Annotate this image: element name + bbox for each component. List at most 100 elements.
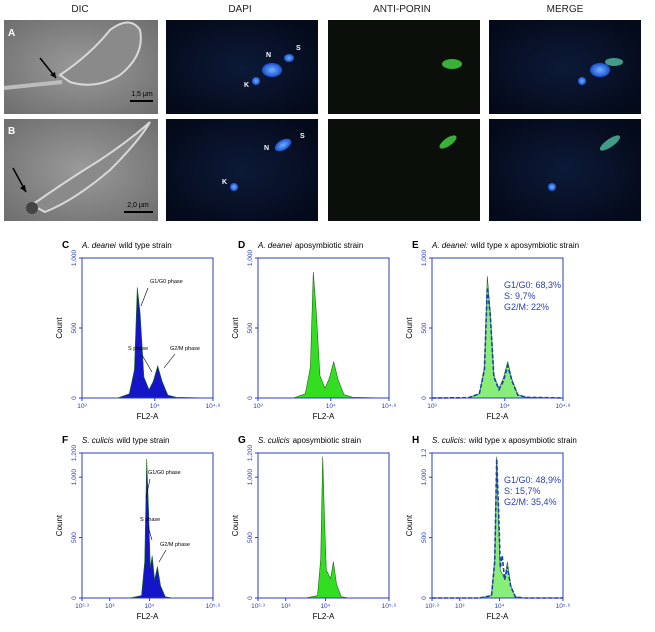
x-tick-label: 10²·³ xyxy=(75,603,90,610)
y-axis-label: Count xyxy=(231,514,240,536)
x-axis-label: FL2-A xyxy=(313,612,335,621)
chart-title: S. culicis aposymbiotic strain xyxy=(258,436,361,445)
kinetoplast xyxy=(252,77,260,85)
title-text: aposymbiotic strain xyxy=(293,436,361,445)
plot-frame xyxy=(81,257,214,399)
histogram xyxy=(81,287,214,399)
annotation: S phase xyxy=(140,517,160,523)
y-tick-label: 1,200 xyxy=(71,444,78,461)
annotation-arrow xyxy=(145,478,151,499)
plot-frame xyxy=(431,257,564,399)
title-text: wild type strain xyxy=(118,241,172,250)
porin-image xyxy=(328,119,480,221)
plot-frame xyxy=(257,452,390,599)
species: A. deanei xyxy=(81,241,116,250)
y-tick-label: 1,000 xyxy=(247,469,254,486)
dapi-image xyxy=(166,119,318,221)
panel-letter: H xyxy=(412,435,419,446)
x-axis-label: FL2-A xyxy=(137,412,159,421)
dapi-label: N xyxy=(266,52,271,59)
plot-frame xyxy=(431,452,564,599)
x-tick-label: 10²·³ xyxy=(251,603,266,610)
histogram xyxy=(82,458,213,599)
y-tick-label: 500 xyxy=(421,322,428,333)
title-text: aposymbiotic strain xyxy=(295,241,363,250)
x-tick-label: 10⁴ xyxy=(320,603,330,610)
annotation: G1/G0 phase xyxy=(148,470,181,476)
species: S. culicis xyxy=(258,436,290,445)
annotation: S phase xyxy=(128,346,148,352)
y-tick-label: 1,000 xyxy=(71,249,78,266)
x-axis-label: FL2-A xyxy=(487,412,509,421)
title-text: wild type x aposymbiotic strain xyxy=(468,436,577,445)
x-tick-label: 10⁴ xyxy=(144,603,154,610)
y-axis-label: Count xyxy=(405,317,414,339)
x-tick-label: 10⁴ xyxy=(494,603,504,610)
x-tick-label: 10⁴ xyxy=(150,403,160,410)
species: A. deanei: xyxy=(431,241,468,250)
y-axis-label: Count xyxy=(55,514,64,536)
chart-title: A. deanei wild type strain xyxy=(81,241,172,250)
y-tick-label: 500 xyxy=(247,532,254,543)
x-tick-label: 10⁴·⁸ xyxy=(206,403,221,410)
annotation: G2/M phase xyxy=(160,542,190,548)
y-tick-label: 1,000 xyxy=(71,469,78,486)
row-label: A xyxy=(8,28,15,39)
x-tick-label: 10³ xyxy=(281,603,291,610)
x-tick-label: 10³ xyxy=(427,403,437,410)
x-tick-label: 10³ xyxy=(105,603,115,610)
annotation: G2/M: 35,4% xyxy=(504,497,557,507)
porin-signal xyxy=(599,135,621,151)
x-axis-label: FL2-A xyxy=(137,612,159,621)
dapi-label: S xyxy=(300,133,305,140)
x-tick-label: 10⁴·⁸ xyxy=(382,403,397,410)
y-tick-label: 1,000 xyxy=(247,249,254,266)
y-tick-label: 0 xyxy=(247,596,254,600)
y-tick-label: 0 xyxy=(421,596,428,600)
cell xyxy=(58,21,142,86)
y-tick-label: 500 xyxy=(71,322,78,333)
plot-frame xyxy=(81,452,214,599)
panel-letter: F xyxy=(62,435,68,446)
x-tick-label: 10³ xyxy=(455,603,465,610)
dapi-label: K xyxy=(244,82,249,89)
annotation: G1/G0 phase xyxy=(150,279,183,285)
histogram xyxy=(432,458,563,599)
panel-letter: E xyxy=(412,240,419,251)
histogram xyxy=(257,271,390,399)
merge-image xyxy=(489,119,641,221)
annotation: S: 9,7% xyxy=(504,291,536,301)
porin-signal xyxy=(439,135,457,149)
x-tick-label: 10⁵·⁶ xyxy=(382,603,397,610)
annotation: G1/G0: 68,3% xyxy=(504,280,561,290)
dapi-label: K xyxy=(222,179,227,186)
symbiont xyxy=(284,54,294,62)
scale-label: 2,0 µm xyxy=(127,202,149,209)
species: A. deanei xyxy=(257,241,292,250)
row-label: B xyxy=(8,126,15,137)
annotation: S: 15,7% xyxy=(504,486,541,496)
column-header: DIC xyxy=(71,4,88,15)
dapi-image xyxy=(166,20,318,114)
panel-letter: C xyxy=(62,240,69,251)
y-tick-label: 1,000 xyxy=(421,469,428,486)
arrowhead xyxy=(20,185,26,192)
plot-frame xyxy=(257,257,390,399)
chart-title: A. deanei: wild type x aposymbiotic strai… xyxy=(431,241,579,250)
y-axis-label: Count xyxy=(55,317,64,339)
nucleus xyxy=(274,138,292,152)
x-axis-label: FL2-A xyxy=(313,412,335,421)
y-tick-label: 1,2 xyxy=(421,448,428,457)
porin-signal xyxy=(605,58,623,66)
y-axis-label: Count xyxy=(231,317,240,339)
column-header: MERGE xyxy=(547,4,584,15)
annotation-arrow xyxy=(141,354,153,373)
x-tick-label: 10³ xyxy=(77,403,87,410)
dapi-label: N xyxy=(264,145,269,152)
y-tick-label: 0 xyxy=(247,396,254,400)
annotation-arrow xyxy=(147,525,153,541)
chart-title: S. culicis wild type strain xyxy=(82,436,169,445)
panel-letter: G xyxy=(238,435,246,446)
